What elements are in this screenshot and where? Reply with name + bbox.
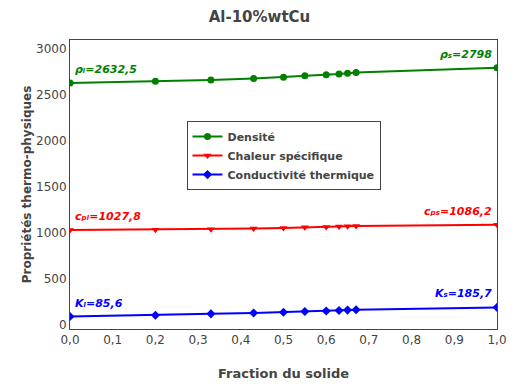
svg-text:1,0: 1,0 [487,333,506,347]
svg-text:0,5: 0,5 [274,333,293,347]
svg-text:0,8: 0,8 [402,333,421,347]
svg-text:Kₗ=85,6: Kₗ=85,6 [75,297,123,310]
svg-text:500: 500 [44,272,67,286]
svg-text:Fraction du solide: Fraction du solide [218,366,349,381]
svg-text:0,1: 0,1 [103,333,122,347]
svg-text:Chaleur spécifique: Chaleur spécifique [228,150,343,163]
svg-text:0,9: 0,9 [445,333,464,347]
svg-text:Propriétés thermo-physiques: Propriétés thermo-physiques [20,86,34,284]
svg-text:2500: 2500 [36,88,67,102]
svg-text:0,7: 0,7 [359,333,378,347]
svg-text:0,6: 0,6 [317,333,336,347]
svg-text:Al-10%wtCu: Al-10%wtCu [209,8,311,26]
svg-text:3000: 3000 [36,42,67,56]
svg-text:ρₗ=2632,5: ρₗ=2632,5 [75,63,137,76]
svg-text:0,2: 0,2 [146,333,165,347]
svg-text:1500: 1500 [36,180,67,194]
svg-text:1000: 1000 [36,226,67,240]
svg-text:Conductivité thermique: Conductivité thermique [228,169,375,182]
svg-text:cₚₗ=1027,8: cₚₗ=1027,8 [75,210,141,223]
svg-text:0: 0 [59,318,67,332]
svg-text:0,0: 0,0 [60,333,79,347]
svg-text:0,4: 0,4 [231,333,250,347]
svg-text:Densité: Densité [228,131,275,144]
svg-text:2000: 2000 [36,134,67,148]
svg-text:0,3: 0,3 [189,333,208,347]
svg-text:cₚₛ=1086,2: cₚₛ=1086,2 [424,205,492,218]
svg-text:ρₛ=2798: ρₛ=2798 [440,48,492,61]
svg-text:Kₛ=185,7: Kₛ=185,7 [435,287,492,300]
